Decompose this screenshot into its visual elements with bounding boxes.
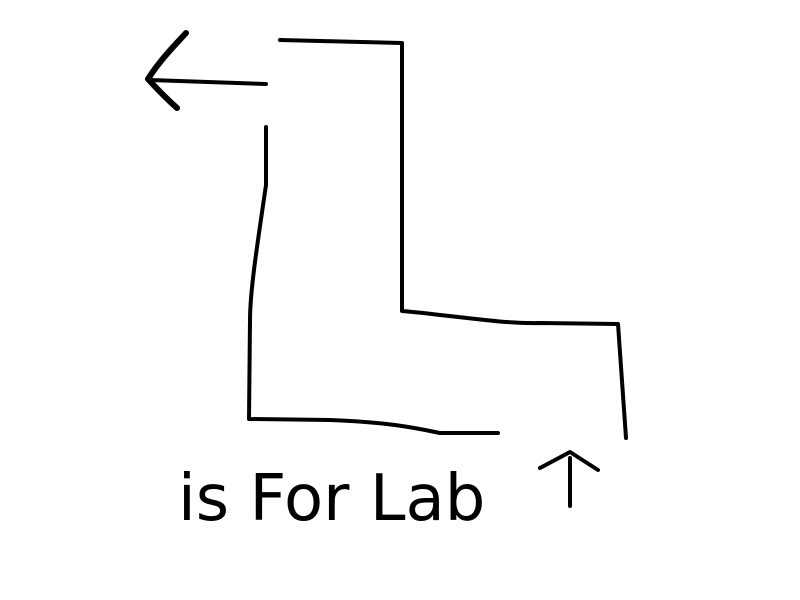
arrow-up-icon [538,450,600,508]
arrow-left-head [145,30,189,111]
letter-l-outline [278,38,628,440]
arrow-up-head [538,450,600,472]
arrow-left-shaft [148,78,268,86]
caption-text: is For Lab [178,462,485,536]
letter-l-inner-outline [247,125,500,435]
arrow-left-icon [145,30,268,111]
